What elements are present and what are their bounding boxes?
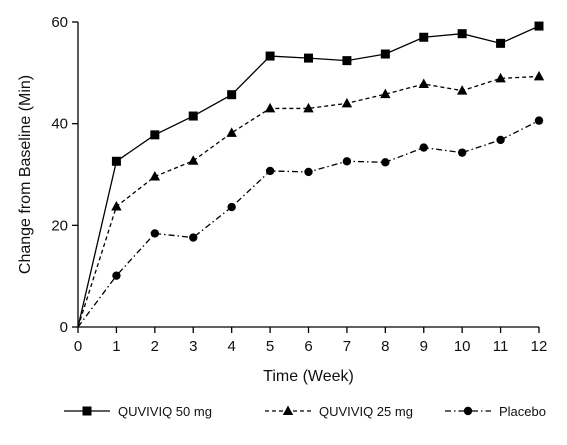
data-point-square bbox=[419, 32, 429, 42]
y-axis-title: Change from Baseline (Min) bbox=[17, 75, 34, 274]
data-point-circle bbox=[534, 116, 544, 125]
x-tick-label: 10 bbox=[454, 338, 471, 355]
data-point-triangle bbox=[188, 155, 199, 165]
data-point-circle bbox=[265, 166, 275, 176]
x-tick-label: 4 bbox=[227, 338, 235, 355]
legend-label: QUVIVIQ 25 mg bbox=[319, 404, 413, 419]
series-square bbox=[77, 21, 544, 328]
data-point-circle bbox=[342, 157, 352, 166]
legend-label: Placebo bbox=[499, 404, 546, 419]
x-tick-label: 3 bbox=[189, 338, 197, 355]
y-tick-label: 40 bbox=[51, 116, 68, 133]
x-axis-title: Time (Week) bbox=[263, 368, 354, 385]
x-tick-label: 2 bbox=[151, 338, 159, 355]
x-tick-label: 0 bbox=[74, 338, 82, 355]
legend: QUVIVIQ 50 mg QUVIVIQ 25 mg Placebo bbox=[64, 404, 546, 419]
data-point-square bbox=[265, 51, 275, 61]
x-tick-label: 5 bbox=[266, 338, 274, 355]
data-point-square bbox=[111, 156, 121, 166]
data-point-triangle bbox=[495, 72, 506, 83]
data-point-circle bbox=[381, 158, 390, 167]
axes bbox=[72, 21, 540, 333]
legend-item: Placebo bbox=[445, 404, 546, 419]
data-point-square bbox=[227, 90, 237, 100]
series-circle bbox=[77, 116, 544, 328]
data-point-triangle bbox=[380, 88, 391, 99]
data-point-circle bbox=[189, 233, 198, 242]
series-lines bbox=[77, 21, 545, 328]
data-point-square bbox=[534, 21, 544, 31]
y-tick-label: 60 bbox=[51, 14, 68, 31]
data-point-triangle bbox=[264, 102, 276, 113]
legend-marker-square bbox=[82, 406, 92, 416]
x-tick-label: 1 bbox=[112, 338, 120, 355]
series-line bbox=[77, 75, 540, 328]
y-tick-label: 20 bbox=[51, 217, 68, 234]
x-tick-label: 6 bbox=[304, 338, 312, 355]
series-line bbox=[77, 120, 540, 328]
data-point-circle bbox=[112, 271, 121, 280]
data-point-triangle bbox=[303, 102, 314, 113]
data-point-circle bbox=[304, 167, 313, 177]
data-point-circle bbox=[150, 229, 160, 238]
legend-marker-triangle bbox=[282, 405, 294, 415]
legend-item: QUVIVIQ 50 mg bbox=[64, 404, 212, 419]
data-point-circle bbox=[227, 202, 236, 212]
legend-label: QUVIVIQ 50 mg bbox=[118, 404, 212, 419]
data-point-square bbox=[380, 49, 390, 59]
data-point-triangle bbox=[418, 78, 429, 89]
data-point-triangle bbox=[111, 201, 122, 211]
series-line bbox=[77, 25, 540, 328]
x-tick-label: 11 bbox=[493, 338, 509, 355]
y-tick-label: 0 bbox=[60, 319, 68, 336]
data-point-triangle bbox=[149, 171, 161, 181]
data-point-circle bbox=[457, 148, 467, 157]
x-tick-label: 9 bbox=[420, 338, 428, 355]
data-point-square bbox=[457, 29, 467, 39]
data-point-square bbox=[496, 38, 506, 48]
data-point-triangle bbox=[456, 85, 468, 95]
data-point-square bbox=[150, 130, 160, 140]
data-point-square bbox=[188, 111, 198, 121]
data-point-square bbox=[342, 56, 352, 66]
data-point-triangle bbox=[226, 127, 237, 137]
x-tick-label: 8 bbox=[381, 338, 389, 355]
x-tick-label: 12 bbox=[531, 338, 548, 355]
data-point-triangle bbox=[533, 70, 545, 81]
data-point-square bbox=[304, 53, 313, 63]
x-tick-label: 7 bbox=[343, 338, 351, 355]
series-triangle bbox=[77, 70, 545, 328]
data-point-triangle bbox=[341, 97, 353, 108]
data-point-circle bbox=[496, 135, 505, 145]
legend-item: QUVIVIQ 25 mg bbox=[265, 404, 413, 419]
legend-marker-circle bbox=[463, 406, 473, 416]
data-point-circle bbox=[419, 143, 428, 152]
